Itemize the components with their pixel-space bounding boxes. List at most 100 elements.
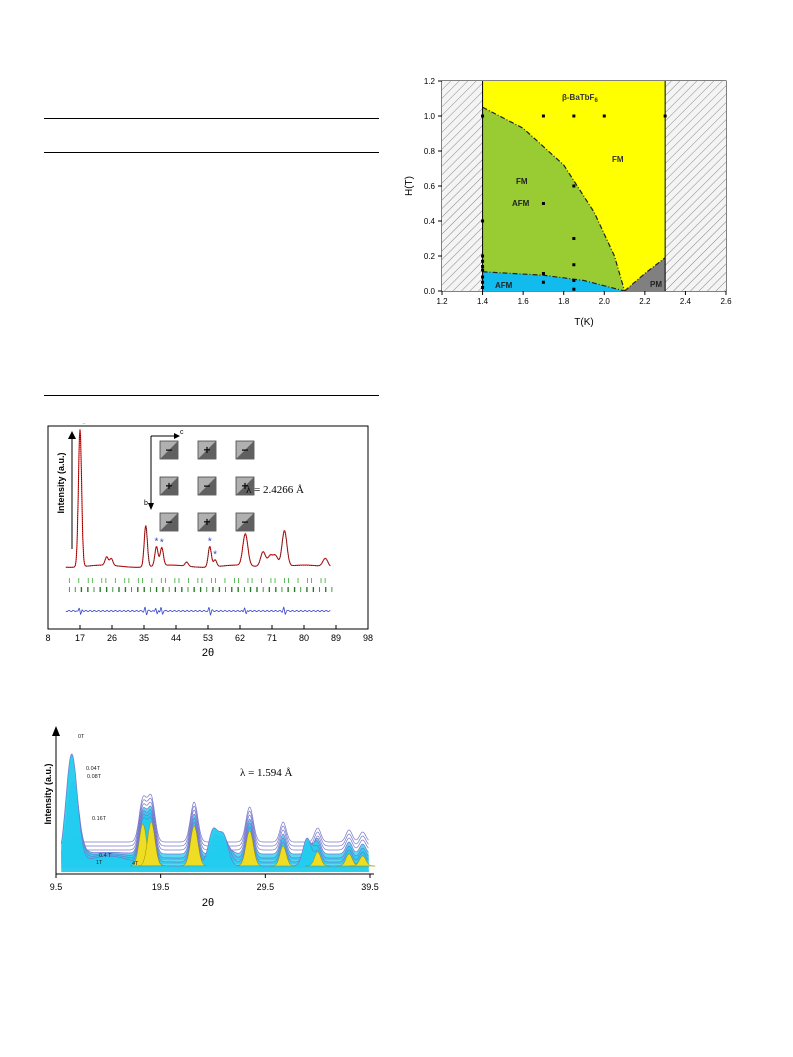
data-point bbox=[602, 114, 606, 118]
x-tick-label: 98 bbox=[363, 633, 373, 643]
scan-fill bbox=[61, 754, 369, 872]
data-point bbox=[572, 287, 576, 291]
data-point bbox=[481, 286, 485, 289]
table-header-rule bbox=[44, 152, 379, 153]
y-axis-label: Intensity (a.u.) bbox=[43, 763, 53, 824]
region-label-afm-green: AFM bbox=[512, 199, 530, 208]
nuclear-peak bbox=[237, 830, 262, 867]
data-point bbox=[572, 184, 576, 188]
c-axis-arrow bbox=[174, 433, 180, 439]
field-label: 0T bbox=[78, 734, 85, 740]
data-point bbox=[481, 254, 485, 258]
x-tick-label: 9.5 bbox=[50, 882, 63, 892]
spin-structure-inset: c b − + − + − + − + − bbox=[144, 429, 255, 532]
region-label-pm: PM bbox=[650, 280, 662, 289]
difference-curve bbox=[65, 606, 331, 616]
region-label-fm-green: FM bbox=[516, 177, 528, 186]
spin-sign: − bbox=[165, 443, 172, 457]
data-point bbox=[572, 263, 576, 267]
data-point bbox=[663, 114, 667, 118]
spin-cell-shade bbox=[160, 441, 178, 459]
data-point bbox=[481, 114, 485, 118]
y-tick-label: 0.8 bbox=[424, 147, 436, 156]
x-tick-label: 53 bbox=[203, 633, 213, 643]
wavelength-annotation: λ = 2.4266 Å bbox=[246, 484, 304, 496]
spin-sign: + bbox=[241, 479, 248, 493]
x-axis-label: 2θ bbox=[202, 897, 214, 909]
data-point bbox=[572, 279, 576, 282]
data-point bbox=[572, 114, 576, 118]
spin-sign: + bbox=[203, 515, 210, 529]
x-tick-label: 1.4 bbox=[477, 297, 489, 306]
phase-boundary-3 bbox=[624, 257, 666, 292]
y-tick-label: 0.0 bbox=[424, 287, 436, 296]
x-tick-label: 17 bbox=[75, 633, 85, 643]
y-axis-label: H(T) bbox=[404, 176, 415, 196]
x-tick-label: 2.2 bbox=[639, 297, 651, 306]
spin-cell-shade bbox=[198, 513, 216, 531]
scan-curve bbox=[60, 753, 369, 867]
x-axis-label: T(K) bbox=[574, 317, 593, 328]
x-tick-label: 2.4 bbox=[680, 297, 692, 306]
magnetic-peak-marker: * bbox=[213, 550, 217, 561]
c-axis-label: c bbox=[180, 429, 184, 436]
spin-sign: + bbox=[165, 479, 172, 493]
phase-diagram-svg: 1.2 1.4 1.6 1.8 2.0 2.2 2.4 2.6 0.0 0.2 0.4 0.6 0.8 1… bbox=[404, 77, 732, 328]
spin-cell-shade bbox=[198, 477, 216, 495]
y-tick-label: 0.6 bbox=[424, 182, 436, 191]
spin-sign: − bbox=[241, 443, 248, 457]
spin-cell-shade bbox=[236, 441, 254, 459]
x-tick-label: 44 bbox=[171, 633, 181, 643]
y-tick-label: 1.0 bbox=[424, 112, 436, 121]
region-label-fm-yellow: FM bbox=[612, 155, 624, 164]
x-tick-label: 62 bbox=[235, 633, 245, 643]
spin-cell-shade bbox=[160, 477, 178, 495]
field-label: 0.4 T bbox=[99, 853, 112, 859]
x-axis-label: 2θ bbox=[202, 647, 214, 659]
region-label-beta: β-BaTbF6 bbox=[562, 93, 598, 104]
b-axis-arrow bbox=[148, 503, 154, 510]
nuclear-peak bbox=[181, 825, 207, 867]
x-tick-label: 26 bbox=[107, 633, 117, 643]
data-point bbox=[481, 275, 485, 279]
x-tick-label: 80 bbox=[299, 633, 309, 643]
data-point bbox=[481, 219, 485, 223]
data-point bbox=[481, 280, 485, 284]
spin-cell-shade bbox=[236, 477, 254, 495]
data-point bbox=[481, 268, 485, 272]
x-tick-label: 89 bbox=[331, 633, 341, 643]
y-axis-label: Intensity (a.u.) bbox=[56, 452, 66, 513]
nuclear-peak bbox=[305, 851, 331, 867]
field-label: 0.16T bbox=[92, 816, 107, 822]
spin-cell-shade bbox=[160, 513, 178, 531]
data-point bbox=[541, 272, 545, 275]
field-label: 0.04T bbox=[86, 766, 101, 772]
spin-cell-shade bbox=[198, 441, 216, 459]
spin-sign: − bbox=[165, 515, 172, 529]
magnetic-peak-marker: * bbox=[154, 536, 158, 547]
x-tick-label: 39.5 bbox=[361, 882, 379, 892]
region-label-afm-blue: AFM bbox=[495, 281, 513, 290]
phase-diagram-figure: 1.2 1.4 1.6 1.8 2.0 2.2 2.4 2.6 0.0 0.2 0.4 0.6 0.8 1… bbox=[402, 70, 742, 328]
field-label: 0.08T bbox=[87, 774, 102, 780]
nuclear-peak bbox=[350, 855, 376, 867]
field-label: 1T bbox=[96, 860, 103, 866]
table-top-rule bbox=[44, 118, 379, 119]
x-tick-label: 29.5 bbox=[257, 882, 275, 892]
field-label: 4T bbox=[132, 861, 139, 867]
magnetic-peak-marker: * bbox=[160, 537, 164, 548]
diffraction-figure-1: Intensity (a.u.) c b − + − + − + − + − λ = 2.4266 … bbox=[40, 423, 380, 663]
b-axis-label: b bbox=[144, 500, 148, 507]
nuclear-peak bbox=[138, 821, 164, 867]
data-point bbox=[541, 202, 545, 205]
x-tick-label: 8 bbox=[45, 633, 50, 643]
y-tick-label: 0.4 bbox=[424, 217, 436, 226]
diffraction-2-svg: Intensity (a.u.) λ = 1.594 Å 0T 0.04T 0.08… bbox=[43, 726, 379, 909]
x-tick-label: 2.0 bbox=[599, 297, 611, 306]
region-afm-blue bbox=[482, 271, 625, 291]
x-tick-label: 1.8 bbox=[558, 297, 570, 306]
x-tick-label: 2.6 bbox=[720, 297, 732, 306]
diffraction-figure-2: Intensity (a.u.) λ = 1.594 Å 0T 0.04T 0.08… bbox=[40, 722, 380, 912]
y-axis-arrowhead bbox=[52, 726, 60, 736]
y-tick-label: 1.2 bbox=[424, 77, 436, 86]
